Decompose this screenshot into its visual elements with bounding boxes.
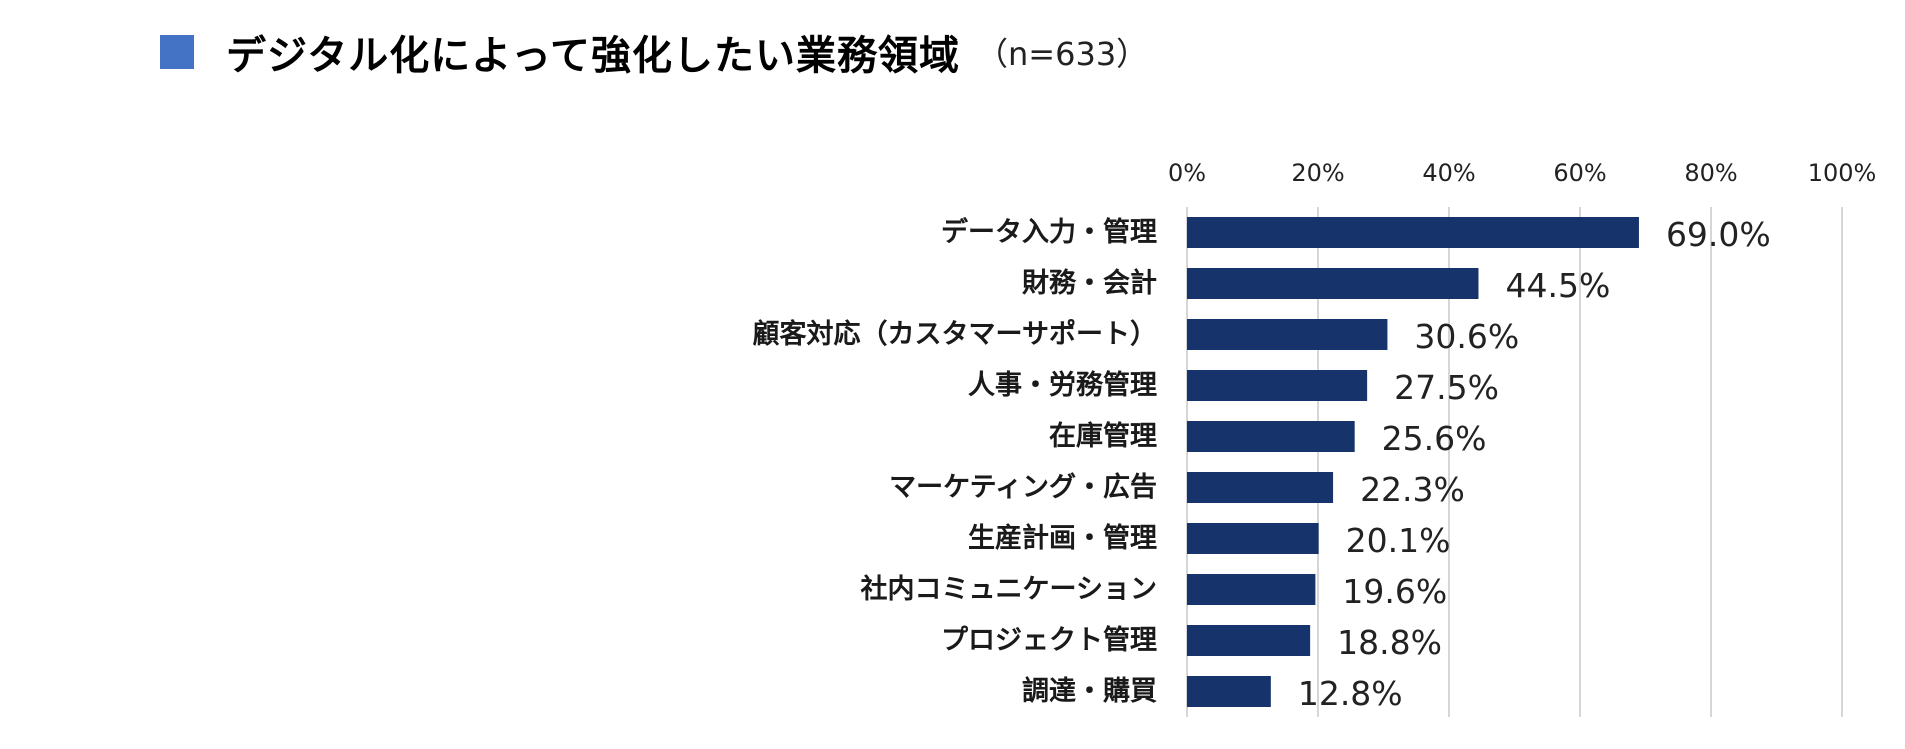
sample-size-note: （n=633） xyxy=(976,35,1149,73)
x-tick-label: 20% xyxy=(1291,159,1344,187)
x-axis-ticks: 0% 20% 40% 60% 80% 100% xyxy=(1168,159,1876,187)
data-label: 18.8% xyxy=(1337,623,1442,662)
chart-title-row: デジタル化によって強化したい業務領域 （n=633） xyxy=(160,22,1148,82)
x-tick-label: 40% xyxy=(1422,159,1475,187)
x-tick-label: 0% xyxy=(1168,159,1206,187)
data-label: 19.6% xyxy=(1342,572,1447,611)
chart-title: デジタル化によって強化したい業務領域 xyxy=(226,33,960,79)
data-label: 69.0% xyxy=(1666,215,1771,254)
x-tick-label: 80% xyxy=(1684,159,1737,187)
category-label: 生産計画・管理 xyxy=(968,522,1157,554)
x-tick-label: 100% xyxy=(1808,159,1877,187)
bar xyxy=(1187,421,1355,452)
category-label: 在庫管理 xyxy=(1049,421,1157,452)
category-label: マーケティング・広告 xyxy=(889,471,1157,503)
category-label: データ入力・管理 xyxy=(941,216,1157,248)
data-label: 22.3% xyxy=(1360,470,1465,509)
data-label: 25.6% xyxy=(1382,419,1487,458)
category-label: プロジェクト管理 xyxy=(941,625,1157,656)
value-labels: 69.0% 44.5% 30.6% 27.5% 25.6% 22.3% 20.1% 19.6%… xyxy=(1298,215,1771,713)
bar xyxy=(1187,676,1271,707)
bar xyxy=(1187,523,1319,554)
bar xyxy=(1187,574,1316,605)
category-label: 財務・会計 xyxy=(1022,267,1157,299)
bar xyxy=(1187,268,1479,299)
data-label: 12.8% xyxy=(1298,674,1403,713)
bar xyxy=(1187,319,1388,350)
category-label: 調達・購買 xyxy=(1022,675,1157,707)
category-label: 人事・労務管理 xyxy=(968,370,1157,401)
data-label: 30.6% xyxy=(1414,317,1519,356)
data-label: 44.5% xyxy=(1505,266,1610,305)
category-label: 顧客対応（カスタマーサポート） xyxy=(753,318,1157,350)
bars xyxy=(1187,217,1639,707)
data-label: 27.5% xyxy=(1394,368,1499,407)
bar xyxy=(1187,217,1639,248)
title-square-marker xyxy=(160,35,194,69)
data-label: 20.1% xyxy=(1346,521,1451,560)
category-label: 社内コミュニケーション xyxy=(861,573,1157,605)
bar xyxy=(1187,625,1311,656)
bar xyxy=(1187,472,1334,503)
x-tick-label: 60% xyxy=(1553,159,1606,187)
bar xyxy=(1187,370,1368,401)
